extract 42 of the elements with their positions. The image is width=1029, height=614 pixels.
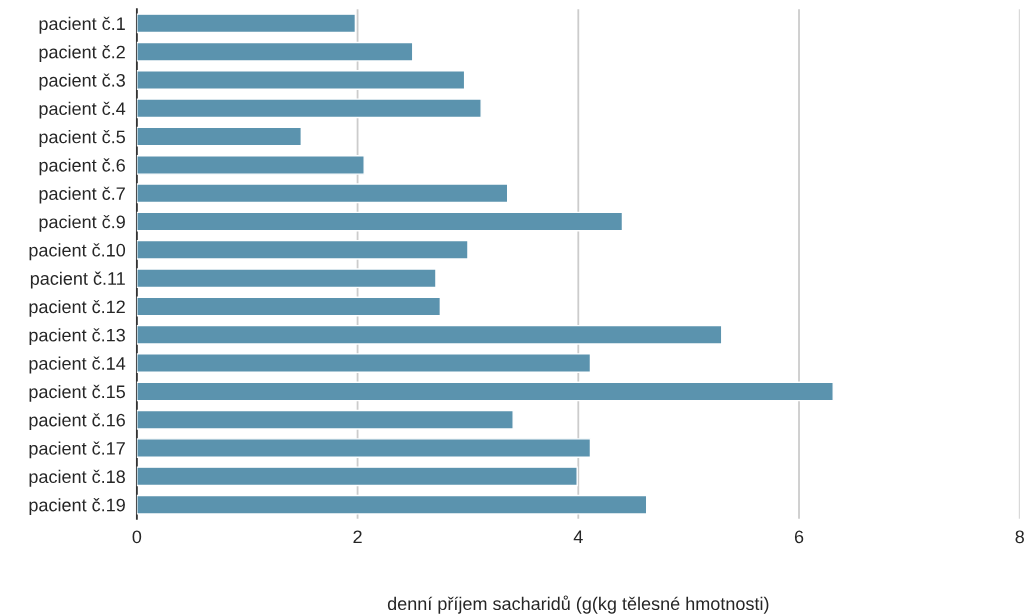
x-tick-label: 8	[1015, 530, 1024, 544]
y-tick-label: pacient č.5	[39, 130, 125, 147]
bar	[136, 296, 442, 317]
y-tick-label: pacient č.3	[39, 73, 125, 91]
bar	[136, 438, 592, 458]
y-tick-label: pacient č.11	[30, 271, 125, 289]
y-tick-label: pacient č.18	[29, 469, 125, 487]
y-tick-label: pacient č.9	[39, 214, 125, 232]
x-tick-label: 6	[794, 530, 804, 544]
bar	[136, 353, 592, 374]
x-tick-label: 4	[573, 530, 583, 544]
y-tick-label: pacient č.19	[29, 498, 125, 515]
bar	[136, 70, 466, 90]
y-tick-label: pacient č.10	[29, 243, 126, 261]
y-tick-label: pacient č.16	[29, 413, 125, 431]
y-tick-label: pacient č.1	[39, 16, 125, 34]
bar	[136, 41, 414, 62]
y-tick-label: pacient č.6	[39, 158, 125, 176]
bar	[136, 381, 834, 402]
y-tick-label: pacient č.12	[29, 299, 125, 317]
y-tick-label: pacient č.17	[29, 441, 125, 459]
bar	[136, 239, 469, 260]
bar	[136, 126, 302, 147]
bar	[136, 155, 365, 175]
bar	[136, 98, 482, 119]
y-tick-label: pacient č.4	[39, 101, 126, 119]
x-tick-label: 2	[353, 530, 362, 544]
bar	[136, 324, 723, 345]
y-tick-label: pacient č.2	[39, 45, 125, 62]
bar	[136, 183, 509, 204]
bar	[136, 466, 578, 487]
y-tick-label: pacient č.15	[29, 384, 125, 402]
bar	[136, 13, 357, 34]
y-tick-label: pacient č.13	[29, 328, 125, 346]
x-tick-label: 0	[132, 530, 142, 544]
bar	[136, 494, 648, 515]
x-axis-title: denní příjem sacharidů (g(kg tělesné hmotnosti)	[387, 595, 769, 614]
bar	[136, 268, 437, 289]
y-tick-label: pacient č.14	[29, 356, 126, 374]
bar	[136, 211, 624, 232]
y-tick-label: pacient č.7	[39, 186, 125, 204]
bar	[136, 409, 514, 430]
